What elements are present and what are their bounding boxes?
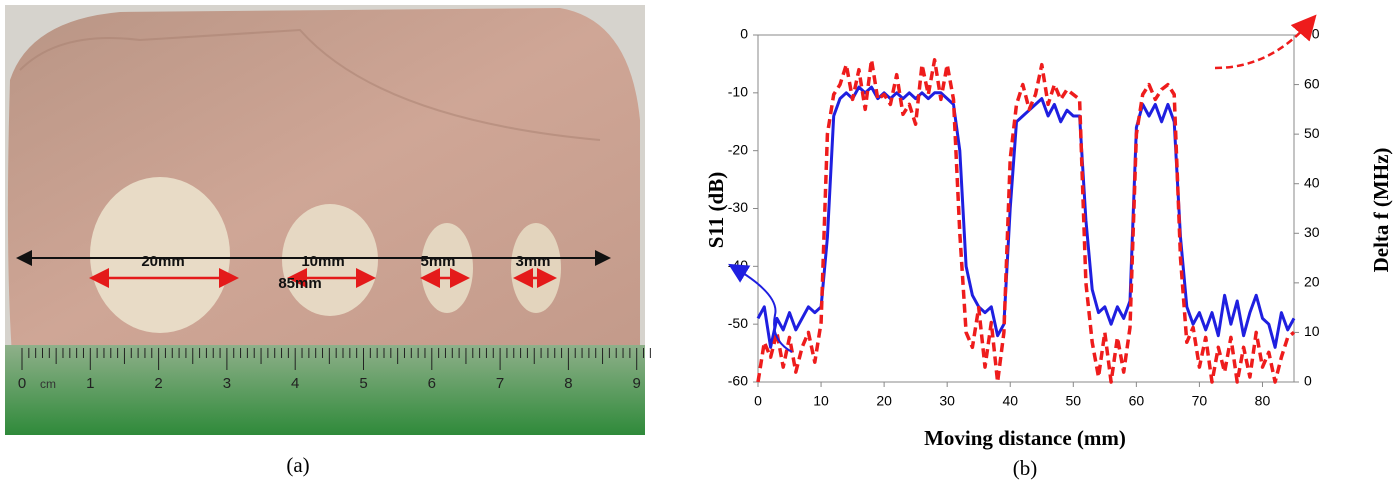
x-tick-label: 0: [754, 393, 762, 409]
x-tick-label: 30: [939, 393, 955, 409]
x-tick-label: 40: [1002, 393, 1018, 409]
label: 3mm: [515, 253, 550, 270]
y2-axis-title: Delta f (MHz): [1369, 148, 1393, 273]
x-axis-title: Moving distance (mm): [924, 426, 1126, 450]
y-axis-title: S11 (dB): [704, 172, 728, 248]
ruler-number: 4: [291, 375, 299, 392]
ruler-number: 7: [496, 375, 504, 392]
y2-tick-label: 60: [1304, 75, 1320, 91]
y2-tick-label: 0: [1304, 373, 1312, 389]
ruler-ticks: 0 1 2 3 4 5 6 7 8 9: [18, 348, 651, 392]
series-arrow: [728, 263, 793, 353]
x-tick-label: 10: [813, 393, 829, 409]
ruler-number: 9: [633, 375, 641, 392]
caption: (b): [1013, 456, 1038, 480]
y2-tick-label: 40: [1304, 174, 1320, 190]
y-tick-label: -50: [728, 315, 748, 331]
ruler-number: 5: [359, 375, 367, 392]
x-tick-label: 70: [1192, 393, 1208, 409]
series-line: [756, 85, 1296, 349]
series-line: [756, 58, 1296, 384]
photo: 0 1 2 3 4 5 6 7 8 9 20mm 10mm 5mm 3mm 85mm cm: [5, 5, 651, 435]
y2-tick-label: 30: [1304, 224, 1320, 240]
ruler-number: 6: [428, 375, 436, 392]
y2-tick-label: 70: [1304, 26, 1320, 42]
ruler-number: 0: [18, 375, 26, 392]
caption: (a): [286, 453, 309, 477]
label: 20mm: [141, 253, 184, 270]
y-tick-label: -30: [728, 199, 748, 215]
y2-tick-label: 10: [1304, 323, 1320, 339]
y-tick-label: -10: [728, 84, 748, 100]
y-tick-label: -20: [728, 141, 748, 157]
x-tick-label: 80: [1255, 393, 1271, 409]
label: 85mm: [278, 275, 321, 292]
ruler-number: 2: [154, 375, 162, 392]
ruler-number: 3: [223, 375, 231, 392]
y-tick-label: -60: [728, 373, 748, 389]
x-tick-label: 60: [1129, 393, 1145, 409]
x-tick-label: 20: [876, 393, 892, 409]
label: 5mm: [420, 253, 455, 270]
y2-tick-label: 20: [1304, 274, 1320, 290]
label: 10mm: [301, 253, 344, 270]
series-arrow: [1214, 14, 1317, 70]
y2-tick-label: 50: [1304, 125, 1320, 141]
ruler-number: 1: [86, 375, 94, 392]
y-tick-label: 0: [740, 26, 748, 42]
ruler-unit: cm: [40, 377, 56, 391]
ruler-number: 8: [564, 375, 572, 392]
x-tick-label: 50: [1066, 393, 1082, 409]
